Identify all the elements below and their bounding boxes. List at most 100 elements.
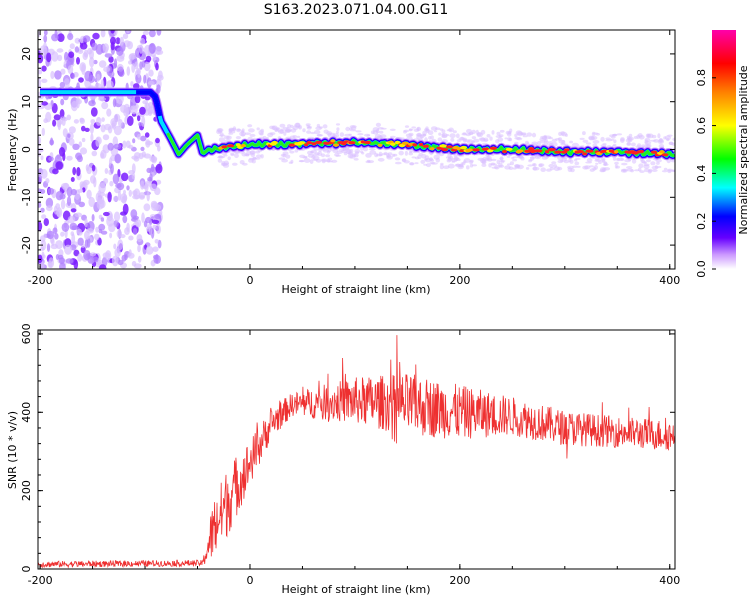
noise-blob <box>74 37 81 44</box>
noise-blob <box>158 209 163 216</box>
noise-blob <box>58 249 64 257</box>
halo-blob <box>351 153 357 158</box>
noise-blob <box>107 126 113 134</box>
noise-blob <box>38 254 43 264</box>
halo-blob <box>408 152 414 156</box>
y-tick-label: -20 <box>20 236 33 254</box>
halo-blob <box>245 153 250 157</box>
halo-blob <box>303 158 311 163</box>
halo-blob <box>398 150 404 156</box>
noise-blob <box>41 78 48 84</box>
noise-blob <box>132 215 139 220</box>
halo-blob <box>434 127 441 131</box>
ridge-peak <box>288 143 296 147</box>
snr-ylabel: SNR (10 * v/v) <box>6 411 19 489</box>
noise-blob <box>69 43 75 50</box>
ridge-peak <box>401 141 409 145</box>
noise-blob <box>116 47 124 56</box>
halo-blob <box>543 134 547 138</box>
halo-blob <box>508 137 513 142</box>
noise-blob <box>155 62 159 71</box>
ridge-peak <box>446 145 453 149</box>
ridge-peak <box>450 148 458 152</box>
ridge-peak <box>487 149 494 153</box>
ridge-peak <box>439 144 447 148</box>
halo-blob <box>607 145 611 148</box>
noise-blob <box>43 30 48 36</box>
halo-blob <box>251 157 257 161</box>
noise-blob <box>103 211 110 217</box>
noise-blob <box>106 216 114 227</box>
halo-blob <box>554 138 561 141</box>
y-tick-label: 10 <box>20 95 33 109</box>
noise-blob <box>53 205 58 215</box>
x-tick-label: 0 <box>246 574 253 587</box>
halo-blob <box>455 133 460 139</box>
noise-blob <box>141 116 146 127</box>
noise-blob <box>123 189 126 195</box>
noise-blob <box>137 244 141 253</box>
halo-blob <box>391 153 396 157</box>
noise-blob <box>147 80 155 86</box>
noise-blob <box>70 177 75 182</box>
halo-blob <box>661 170 668 173</box>
halo-blob <box>582 165 589 170</box>
ridge-peak <box>535 149 543 153</box>
halo-blob <box>567 165 574 170</box>
noise-blob <box>78 201 85 208</box>
halo-blob <box>249 133 256 137</box>
halo-blob <box>404 125 410 128</box>
noise-blob <box>98 264 107 269</box>
noise-blob <box>40 207 45 213</box>
halo-blob <box>531 132 537 138</box>
noise-blob <box>70 188 78 196</box>
halo-blob <box>366 134 371 137</box>
noise-blob <box>66 196 72 207</box>
colorbar-tick-label: 0.0 <box>695 260 708 278</box>
noise-blob <box>131 260 137 267</box>
noise-blob <box>58 147 66 157</box>
halo-blob <box>611 136 616 139</box>
noise-blob <box>155 163 163 174</box>
halo-blob <box>591 131 596 137</box>
ridge-peak <box>315 140 323 144</box>
halo-blob <box>285 129 292 132</box>
halo-blob <box>390 135 396 139</box>
noise-blob <box>146 191 150 202</box>
noise-blob <box>68 126 76 134</box>
noise-blob <box>67 133 71 138</box>
halo-blob <box>280 128 286 131</box>
noise-blob <box>107 142 114 151</box>
noise-blob <box>46 230 55 240</box>
ridge-peak <box>422 144 429 148</box>
noise-blob <box>104 53 113 58</box>
halo-blob <box>616 133 623 136</box>
noise-blob <box>89 56 95 68</box>
halo-blob <box>335 154 341 157</box>
noise-blob <box>41 214 47 220</box>
noise-blob <box>112 173 120 185</box>
halo-blob <box>362 147 369 152</box>
halo-blob <box>512 159 517 162</box>
noise-blob <box>91 214 95 222</box>
halo-blob <box>466 165 470 170</box>
halo-blob <box>420 159 426 164</box>
noise-blob <box>140 135 147 142</box>
halo-blob <box>320 153 326 158</box>
halo-blob <box>511 156 515 160</box>
ridge-peak <box>547 148 556 152</box>
halo-blob <box>322 124 328 129</box>
halo-blob <box>278 157 286 160</box>
halo-blob <box>445 134 450 137</box>
halo-blob <box>430 159 435 162</box>
halo-blob <box>403 130 407 134</box>
noise-blob <box>74 46 80 53</box>
ridge-peak <box>221 145 228 149</box>
halo-blob <box>450 137 455 142</box>
noise-blob <box>151 219 160 224</box>
ridge-peak <box>466 148 474 152</box>
halo-blob <box>659 138 663 143</box>
halo-blob <box>335 123 341 126</box>
noise-blob <box>67 65 74 75</box>
